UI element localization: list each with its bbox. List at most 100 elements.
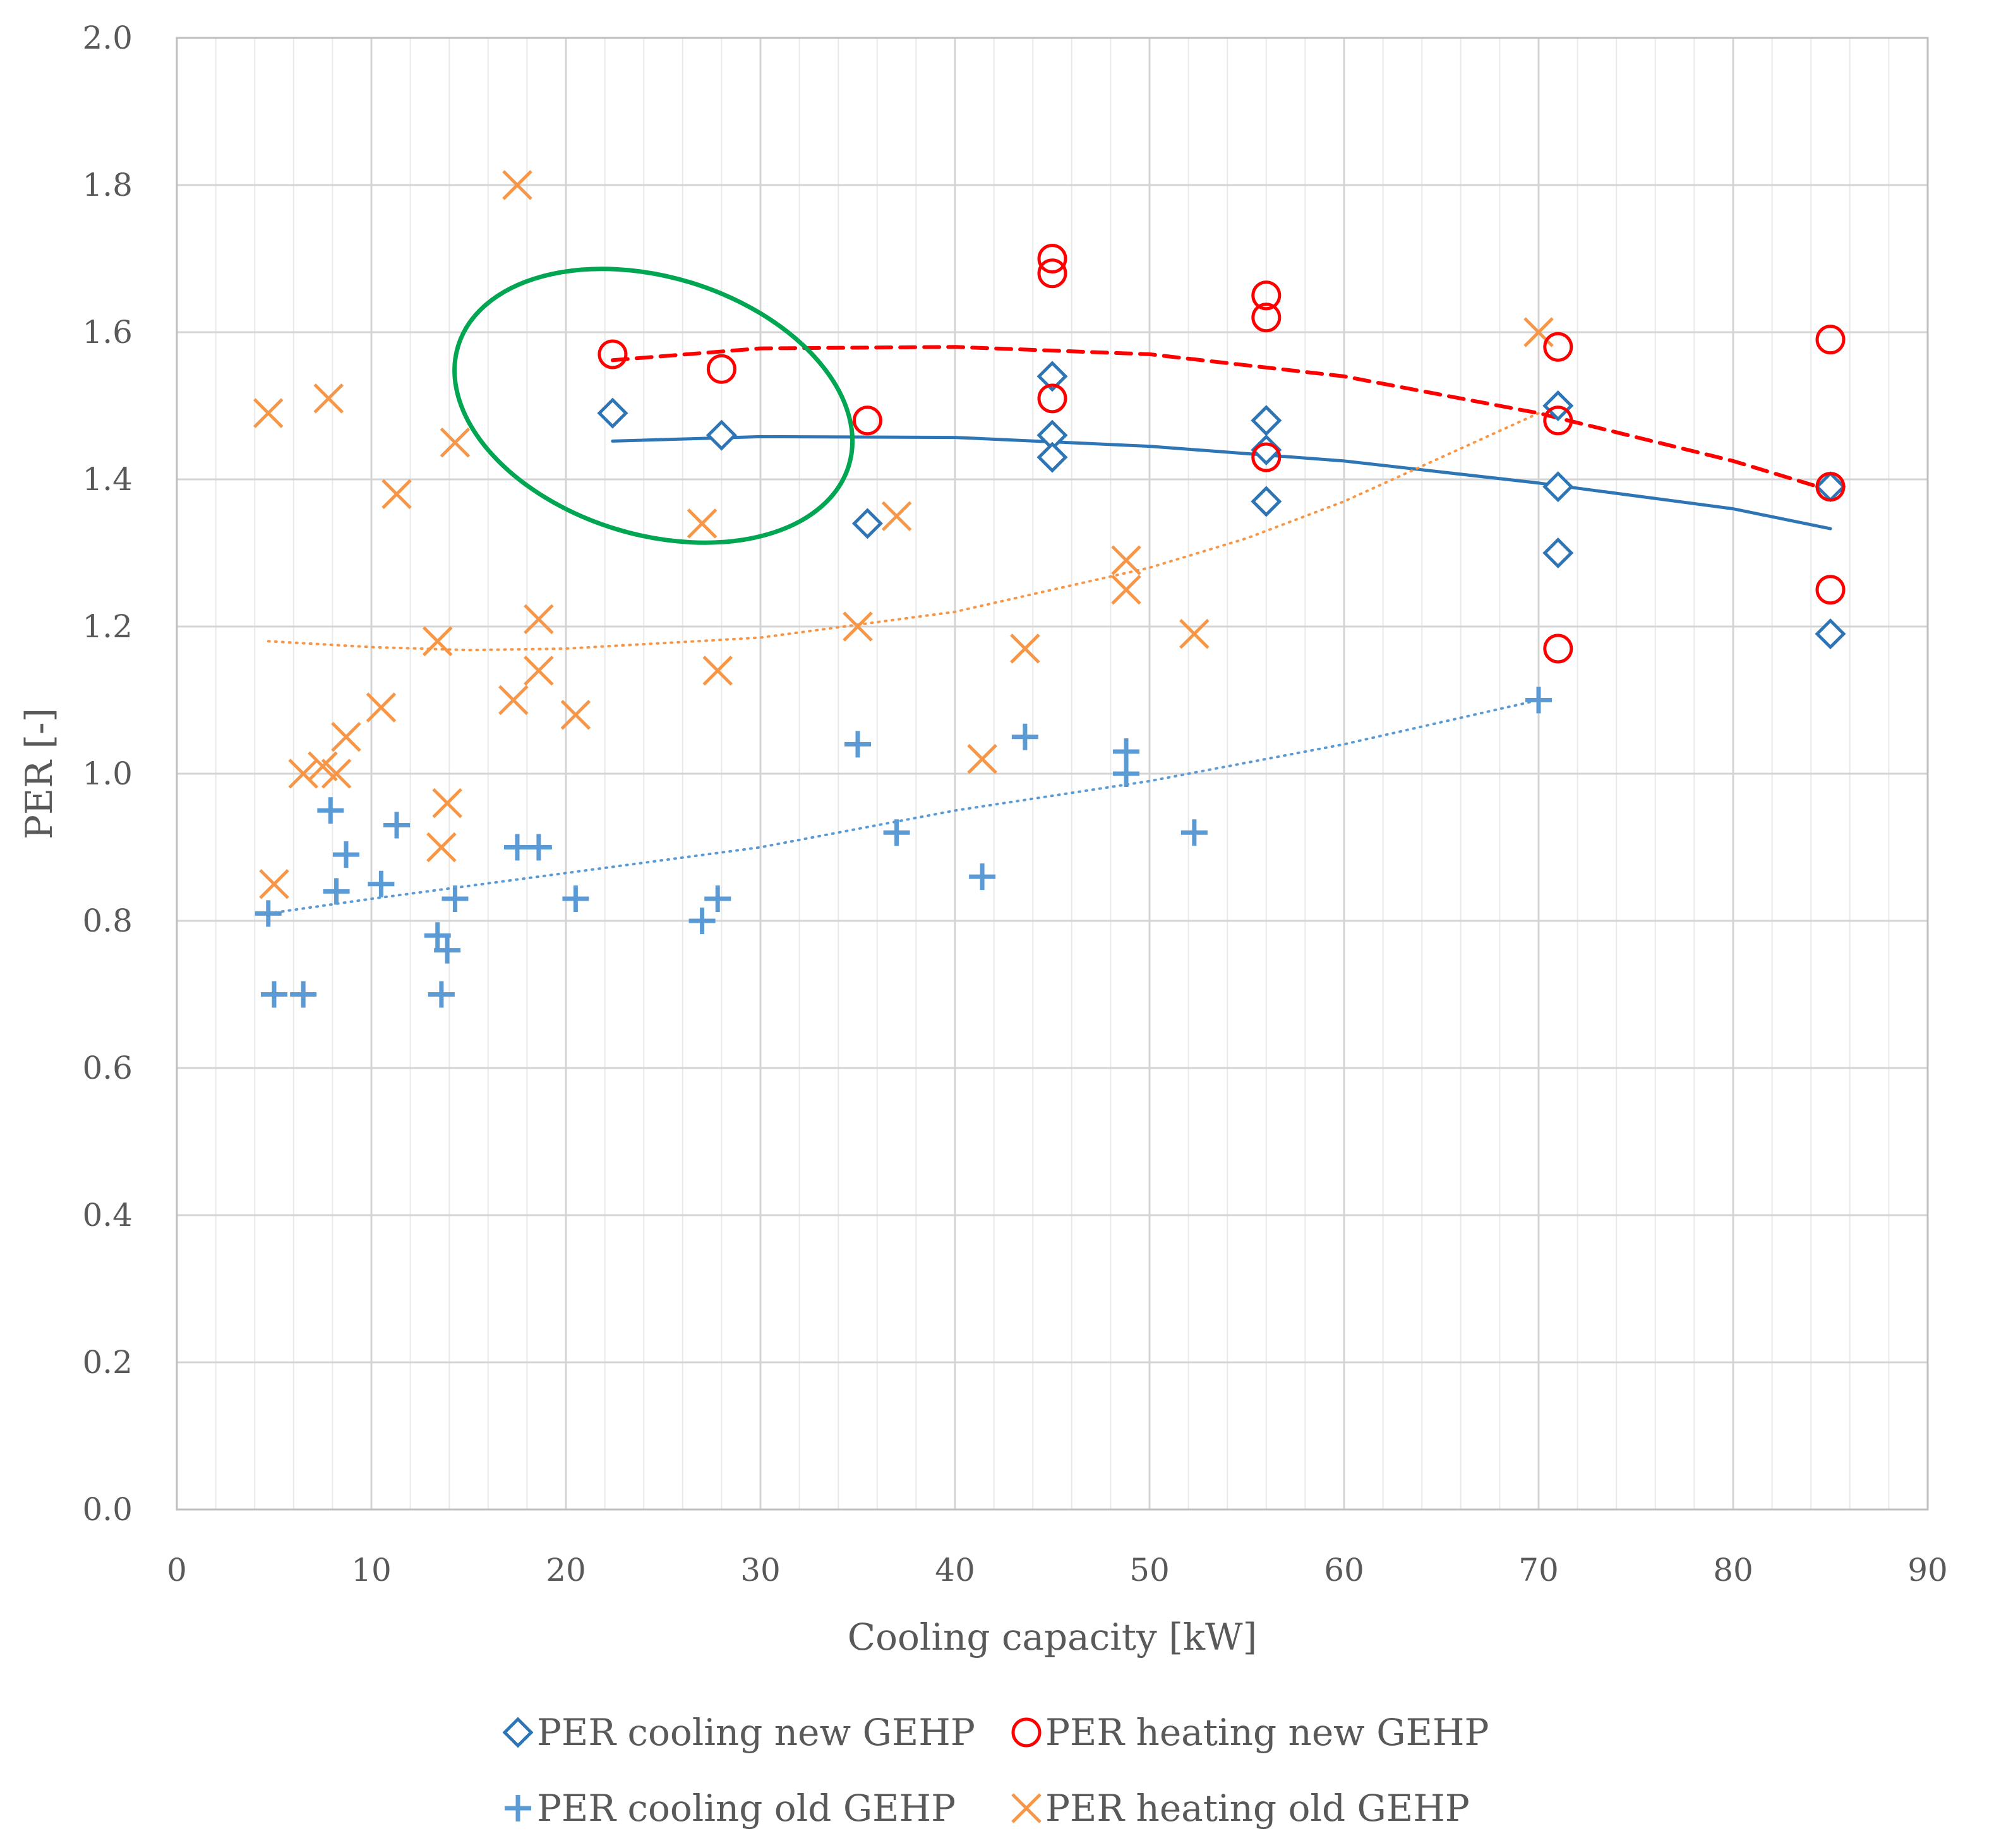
y-tick-label: 1.6 xyxy=(82,314,133,351)
data-point-circle xyxy=(706,354,736,384)
data-point-diamond xyxy=(1542,537,1574,569)
x-axis-tick-labels: 0 10 20 30 40 50 60 70 80 90 xyxy=(167,1552,1948,1588)
data-point-diamond xyxy=(1036,441,1068,473)
data-point-diamond xyxy=(1251,405,1282,436)
x-tick-label: 50 xyxy=(1129,1552,1170,1588)
trendline xyxy=(267,699,1540,915)
x-tick-label: 80 xyxy=(1713,1552,1753,1588)
data-point-x xyxy=(308,751,338,782)
data-point-diamond xyxy=(1815,618,1846,650)
y-axis-tick-labels: 0.0 0.2 0.4 0.6 0.8 1.0 1.2 1.4 1.6 1.8 2.0 xyxy=(82,20,133,1528)
data-point-plus xyxy=(332,841,359,868)
data-point-x xyxy=(381,479,412,510)
data-point-plus xyxy=(290,981,317,1008)
data-point-x xyxy=(498,685,529,716)
legend-label-heating-new: PER heating new GEHP xyxy=(1045,1711,1489,1754)
data-point-diamond xyxy=(706,419,737,451)
data-point-x xyxy=(560,700,591,730)
legend-label-heating-old: PER heating old GEHP xyxy=(1045,1787,1470,1830)
data-markers xyxy=(253,170,1846,1008)
data-point-x xyxy=(440,427,471,458)
legend-item-cooling-new: PER cooling new GEHP xyxy=(502,1711,975,1754)
data-point-x xyxy=(1523,317,1554,347)
trendline xyxy=(267,412,1540,652)
x-tick-label: 70 xyxy=(1518,1552,1559,1588)
data-point-circle xyxy=(1251,442,1282,472)
data-point-x xyxy=(967,743,997,774)
data-point-x xyxy=(313,383,344,414)
legend: PER cooling new GEHP PER heating new GEH… xyxy=(502,1711,1489,1830)
data-point-circle xyxy=(1815,325,1846,355)
legend-symbol-circle xyxy=(1011,1717,1042,1748)
data-point-plus xyxy=(428,981,455,1008)
legend-symbol-plus xyxy=(505,1795,531,1821)
data-point-diamond xyxy=(1251,486,1282,517)
plot-area-frame xyxy=(176,37,1929,1511)
data-point-x xyxy=(687,508,718,539)
legend-item-heating-new: PER heating new GEHP xyxy=(1011,1711,1489,1754)
data-point-circle xyxy=(1815,575,1846,605)
y-tick-label: 1.0 xyxy=(82,755,133,792)
data-point-plus xyxy=(1113,760,1140,787)
data-point-x xyxy=(702,656,733,686)
data-point-circle xyxy=(1251,280,1282,311)
data-point-x xyxy=(524,604,554,635)
data-point-diamond xyxy=(851,508,883,539)
y-axis-title: PER [-] xyxy=(18,708,61,839)
legend-marker xyxy=(502,1717,534,1748)
x-tick-label: 10 xyxy=(351,1552,392,1588)
data-point-plus xyxy=(525,834,552,861)
x-tick-label: 40 xyxy=(935,1552,975,1588)
legend-marker xyxy=(1011,1717,1042,1748)
data-point-plus xyxy=(688,908,716,934)
data-point-x xyxy=(321,759,352,789)
data-point-plus xyxy=(383,812,411,839)
data-point-plus xyxy=(368,870,395,897)
x-tick-label: 20 xyxy=(546,1552,586,1588)
data-point-plus xyxy=(1180,819,1208,846)
data-point-circle xyxy=(1037,383,1067,414)
x-tick-label: 60 xyxy=(1324,1552,1364,1588)
x-axis-title: Cooling capacity [kW] xyxy=(848,1616,1258,1659)
data-point-plus xyxy=(1525,687,1552,714)
data-point-circle xyxy=(1251,303,1282,333)
data-point-x xyxy=(432,788,462,819)
data-point-plus xyxy=(255,900,282,927)
data-point-plus xyxy=(434,937,461,964)
data-point-plus xyxy=(261,981,287,1008)
data-point-plus xyxy=(969,863,996,891)
y-tick-label: 1.4 xyxy=(82,461,133,498)
data-point-plus xyxy=(323,878,350,905)
data-point-circle xyxy=(1543,633,1573,664)
legend-item-heating-old: PER heating old GEHP xyxy=(1011,1787,1470,1830)
data-point-x xyxy=(1179,618,1210,649)
data-point-diamond xyxy=(1542,471,1574,503)
x-tick-label: 90 xyxy=(1907,1552,1948,1588)
data-point-plus xyxy=(704,885,731,913)
data-point-circle xyxy=(598,339,628,369)
data-point-x xyxy=(288,759,318,789)
data-point-x xyxy=(881,501,912,532)
trendline xyxy=(610,345,1832,493)
y-tick-label: 2.0 xyxy=(82,20,133,56)
y-tick-label: 1.2 xyxy=(82,608,133,645)
trendlines xyxy=(267,345,1832,915)
trendline xyxy=(611,435,1832,531)
data-point-circle xyxy=(852,405,882,436)
data-point-x xyxy=(259,868,289,899)
data-point-circle xyxy=(1815,472,1846,502)
grid-major-lines xyxy=(177,38,1928,1509)
data-point-circle xyxy=(1037,244,1067,273)
highlight-ellipse-shape xyxy=(452,267,855,545)
legend-label-cooling-old: PER cooling old GEHP xyxy=(537,1787,956,1830)
data-point-circle xyxy=(1037,258,1067,289)
highlight-ellipse xyxy=(452,267,855,545)
data-point-plus xyxy=(1011,723,1038,750)
data-point-x xyxy=(1010,633,1040,664)
y-tick-label: 0.0 xyxy=(82,1491,133,1528)
data-point-circle xyxy=(1543,405,1573,436)
legend-label-cooling-new: PER cooling new GEHP xyxy=(537,1711,975,1754)
data-point-plus xyxy=(424,922,451,949)
y-tick-label: 1.8 xyxy=(82,167,133,203)
